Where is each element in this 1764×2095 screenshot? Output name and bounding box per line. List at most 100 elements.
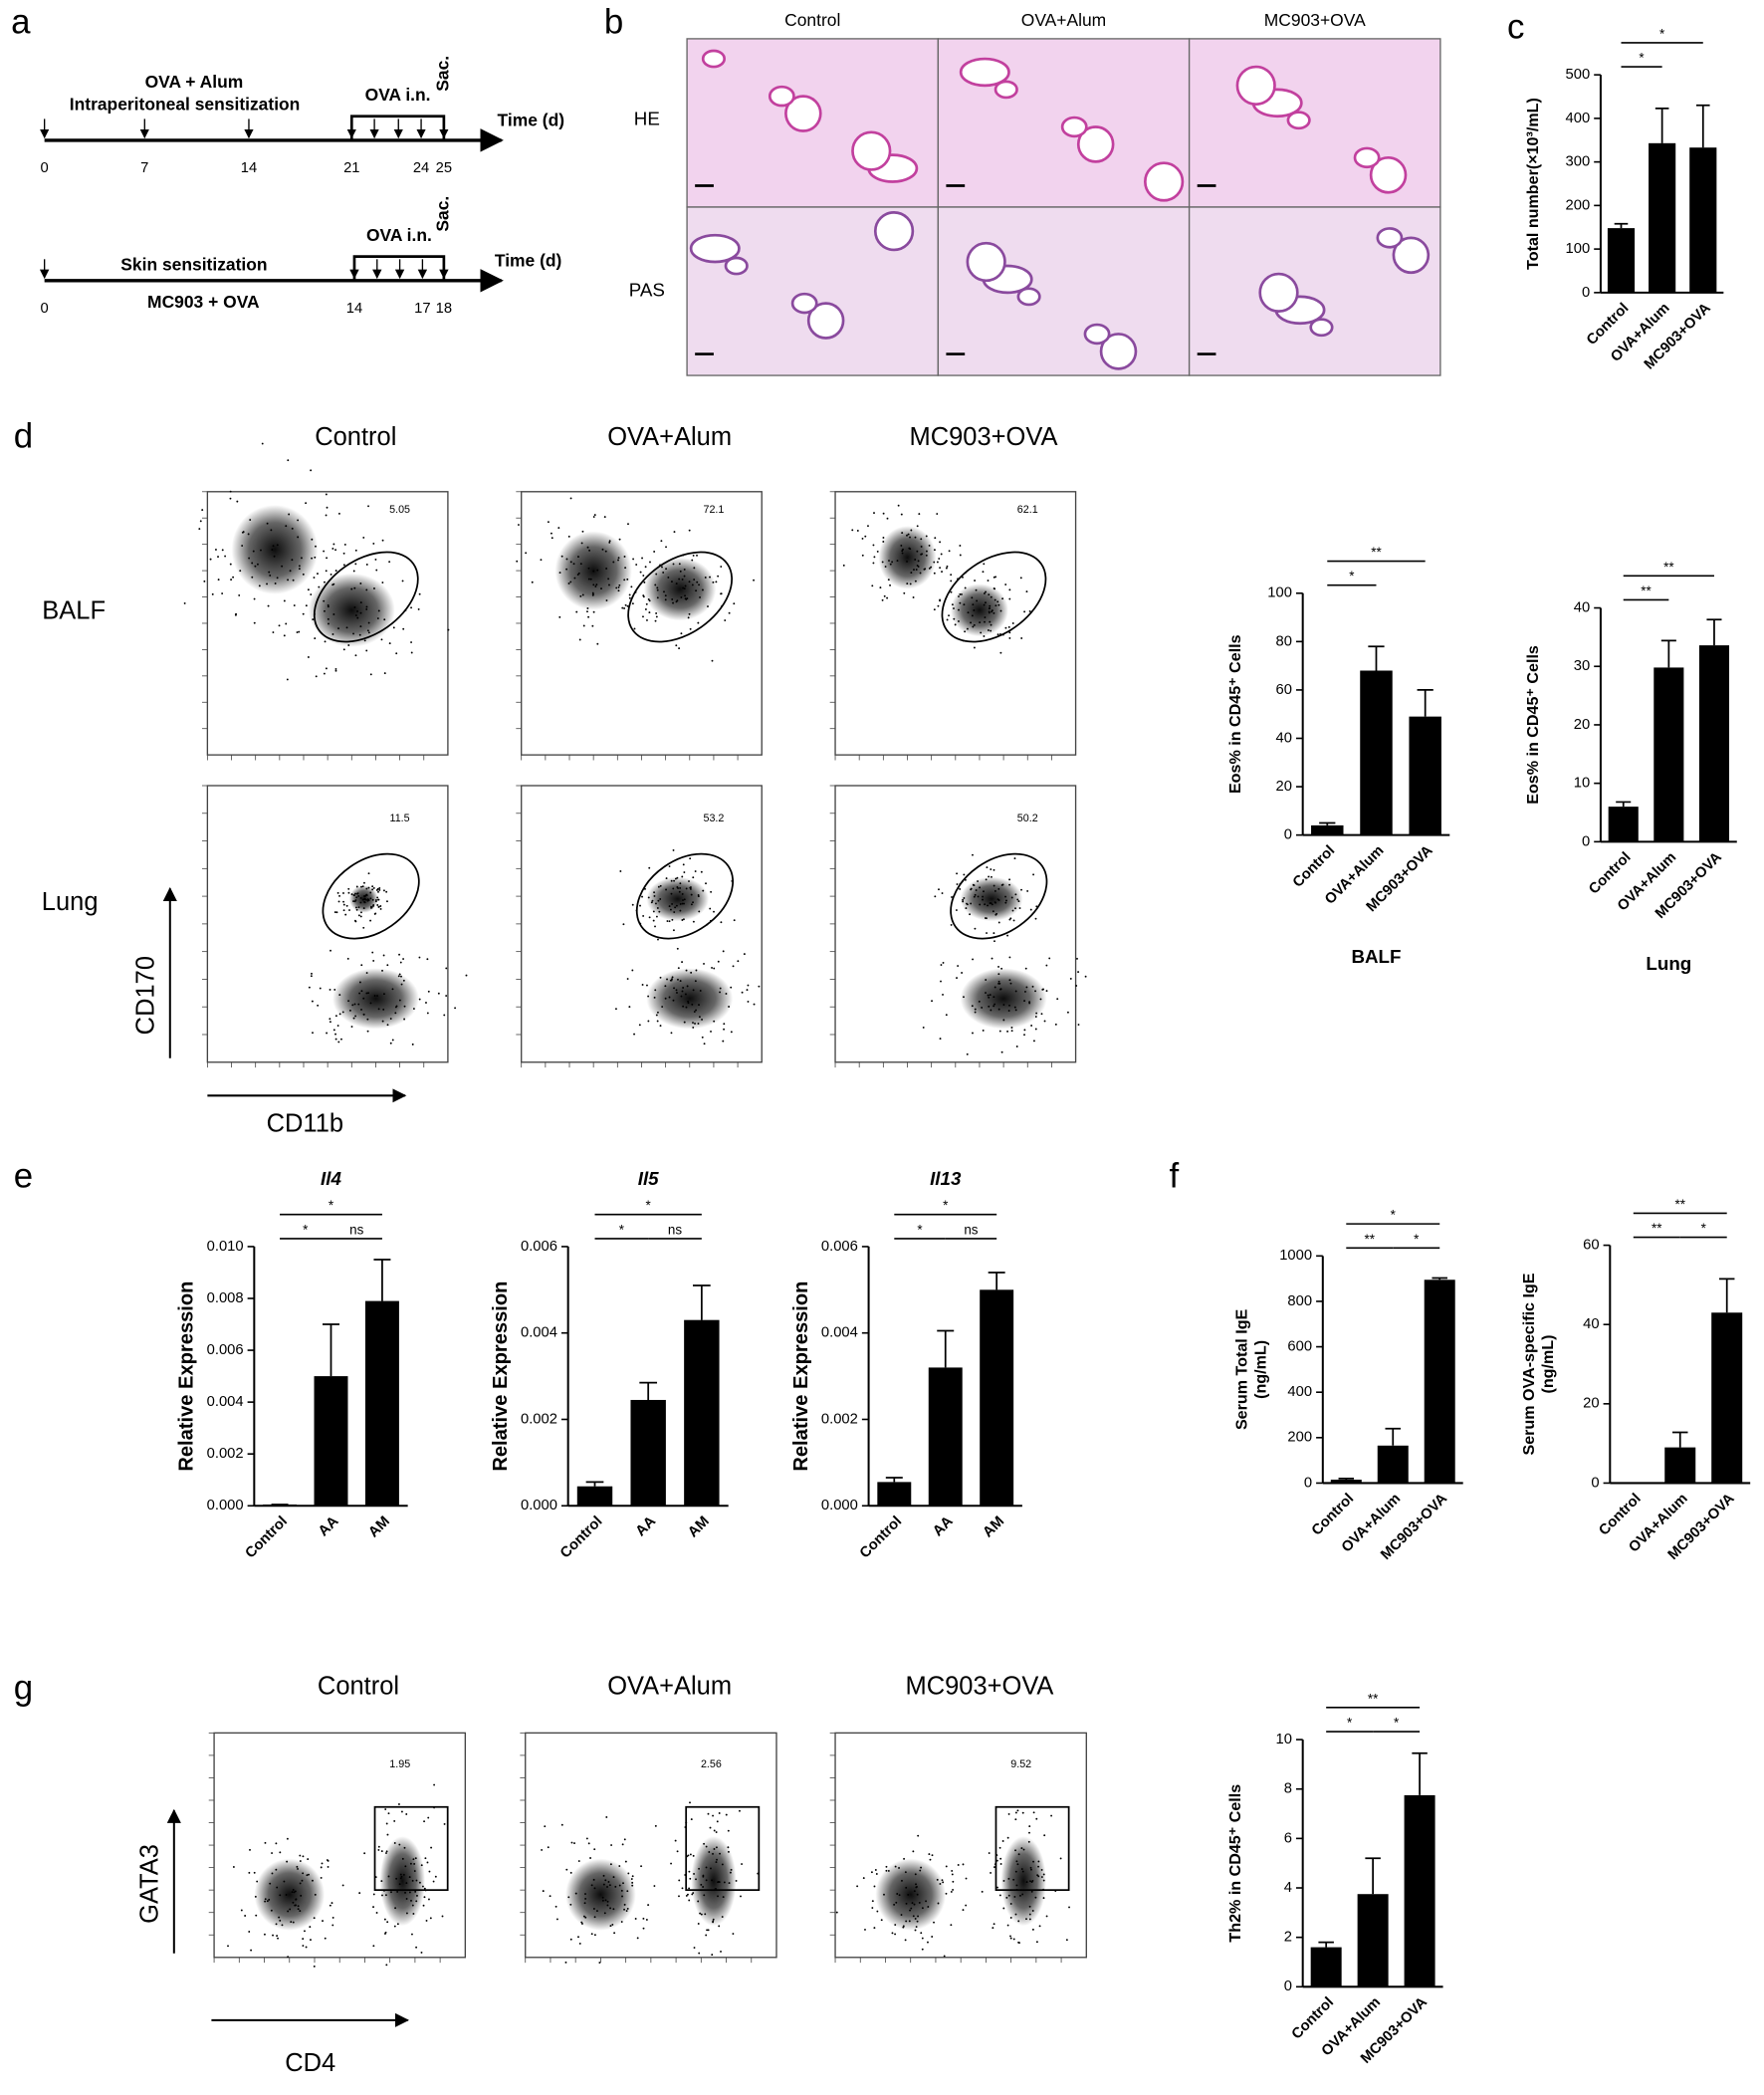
error-bar bbox=[1368, 645, 1385, 671]
event-dot bbox=[698, 1952, 701, 1955]
event-dot bbox=[309, 1926, 312, 1929]
event-dot bbox=[302, 573, 305, 576]
event-dot bbox=[392, 626, 395, 629]
event-dot bbox=[871, 1900, 874, 1903]
event-dot bbox=[352, 900, 355, 903]
event-dot bbox=[314, 1893, 317, 1896]
flow-plot-frame bbox=[206, 785, 449, 1063]
event-dot bbox=[627, 1872, 630, 1875]
event-dot bbox=[573, 1842, 575, 1845]
event-dot bbox=[695, 1009, 698, 1012]
event-dot bbox=[974, 927, 977, 930]
y-tick-label: 20 bbox=[1583, 1396, 1599, 1412]
event-dot bbox=[301, 1879, 304, 1882]
event-dot bbox=[957, 620, 960, 622]
event-dot bbox=[880, 1919, 883, 1922]
event-dot bbox=[324, 1937, 327, 1940]
event-dot bbox=[655, 1014, 658, 1017]
event-dot bbox=[891, 561, 894, 564]
row-label: PAS bbox=[629, 279, 665, 300]
event-dot bbox=[902, 1925, 905, 1928]
event-dot bbox=[679, 570, 682, 573]
event-dot bbox=[725, 993, 728, 995]
event-dot bbox=[1034, 917, 1037, 920]
event-dot bbox=[962, 898, 965, 901]
event-dot bbox=[651, 899, 654, 902]
event-dot bbox=[398, 1843, 401, 1846]
event-dot bbox=[911, 1902, 914, 1905]
event-dot bbox=[381, 969, 383, 972]
event-dot bbox=[412, 1008, 415, 1010]
event-dot bbox=[305, 502, 308, 505]
event-dot bbox=[241, 531, 244, 534]
y-tick-label: 0.006 bbox=[521, 1239, 557, 1255]
event-dot bbox=[661, 1006, 664, 1008]
event-dot bbox=[974, 1008, 977, 1011]
event-dot bbox=[713, 910, 715, 913]
event-dot bbox=[360, 964, 363, 967]
event-dot bbox=[337, 900, 340, 903]
event-dot bbox=[634, 1918, 637, 1920]
event-dot bbox=[984, 616, 987, 618]
event-dot bbox=[973, 623, 976, 626]
event-dot bbox=[297, 1908, 300, 1911]
event-dot bbox=[928, 544, 931, 547]
event-dot bbox=[970, 888, 973, 891]
event-dot bbox=[411, 1933, 413, 1936]
event-dot bbox=[1010, 896, 1013, 899]
event-dot bbox=[990, 595, 992, 598]
error-bar bbox=[1671, 1431, 1688, 1448]
y-tick-label: 500 bbox=[1566, 67, 1591, 83]
event-dot bbox=[669, 979, 672, 982]
event-dot bbox=[730, 1868, 733, 1871]
event-dot bbox=[856, 530, 859, 532]
event-dot bbox=[1023, 1029, 1026, 1032]
event-dot bbox=[363, 897, 366, 900]
event-dot bbox=[1012, 1938, 1015, 1941]
event-dot bbox=[315, 545, 317, 548]
event-dot bbox=[1007, 1877, 1010, 1880]
event-dot bbox=[1042, 1873, 1045, 1876]
event-dot bbox=[365, 894, 368, 897]
event-dot bbox=[671, 918, 674, 921]
event-dot bbox=[916, 1893, 919, 1896]
event-dot bbox=[594, 585, 597, 587]
event-dot bbox=[959, 601, 962, 604]
event-dot bbox=[372, 1893, 375, 1896]
event-dot bbox=[914, 536, 917, 539]
event-dot bbox=[603, 1912, 606, 1915]
event-dot bbox=[1029, 908, 1032, 911]
bar bbox=[928, 1367, 963, 1507]
event-dot bbox=[297, 519, 300, 522]
event-dot bbox=[604, 1879, 607, 1882]
density-cloud bbox=[565, 1858, 636, 1931]
event-dot bbox=[516, 560, 519, 563]
event-dot bbox=[1032, 1860, 1035, 1863]
event-dot bbox=[665, 888, 667, 891]
event-dot bbox=[933, 608, 936, 611]
event-dot bbox=[386, 1833, 389, 1836]
event-dot bbox=[565, 568, 568, 571]
event-dot bbox=[864, 1928, 866, 1931]
event-dot bbox=[1054, 1023, 1057, 1026]
event-dot bbox=[569, 561, 572, 564]
event-dot bbox=[666, 920, 669, 922]
event-dot bbox=[354, 654, 357, 657]
event-dot bbox=[1048, 957, 1051, 960]
y-tick-label: 100 bbox=[1267, 585, 1292, 601]
event-dot bbox=[993, 1003, 996, 1006]
event-dot bbox=[883, 594, 886, 597]
event-dot bbox=[329, 988, 331, 991]
y-tick-label: 0.002 bbox=[821, 1411, 858, 1427]
event-dot bbox=[657, 899, 660, 902]
x-tick-label: AM bbox=[365, 1513, 393, 1541]
event-dot bbox=[1008, 631, 1011, 634]
event-dot bbox=[698, 583, 701, 586]
event-dot bbox=[703, 1894, 706, 1897]
event-dot bbox=[920, 1932, 923, 1935]
event-dot bbox=[375, 1911, 378, 1914]
event-dot bbox=[956, 977, 958, 980]
event-dot bbox=[410, 1899, 412, 1902]
event-dot bbox=[378, 887, 381, 889]
event-dot bbox=[681, 578, 684, 581]
